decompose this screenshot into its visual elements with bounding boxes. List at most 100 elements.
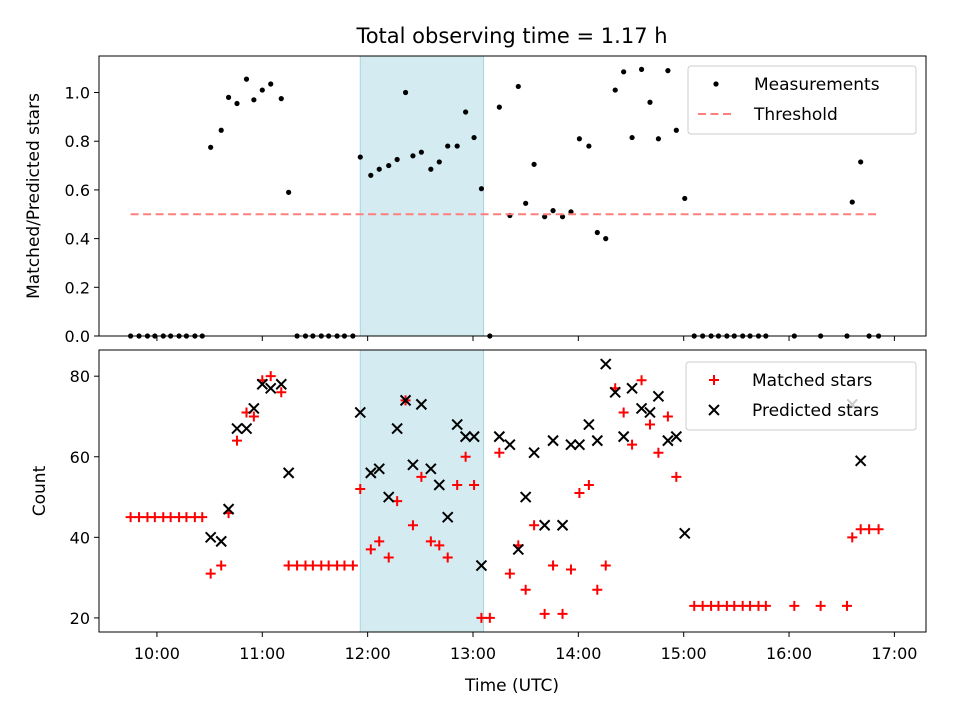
matched-star-point — [365, 544, 376, 555]
x-tick-label: 16:00 — [766, 644, 812, 663]
measurement-point — [523, 200, 529, 206]
measurement-point — [243, 76, 250, 82]
matched-star-point — [671, 471, 682, 482]
x-axis-label: Time (UTC) — [464, 676, 559, 696]
matched-star-point — [815, 600, 826, 611]
matched-star-point — [729, 600, 740, 611]
predicted-star-point — [451, 418, 463, 431]
measurement-point — [225, 94, 232, 100]
measurement-point — [603, 236, 609, 242]
predicted-star-point — [240, 422, 253, 435]
predicted-star-point — [215, 535, 227, 548]
matched-star-point — [745, 600, 756, 611]
matched-star-point — [407, 520, 418, 531]
predicted-star-point — [231, 422, 243, 435]
measurement-point — [394, 156, 400, 163]
x-tick-label: 14:00 — [555, 644, 601, 663]
measurement-point — [454, 143, 460, 149]
legend-swatch — [709, 375, 719, 385]
measurement-point — [418, 149, 424, 155]
measurement-point — [259, 87, 265, 93]
predicted-star-point — [528, 447, 540, 459]
y-tick-label: 20 — [70, 609, 90, 628]
axes-frame — [98, 55, 927, 337]
bottom-y-axis-label: Count — [30, 465, 50, 516]
predicted-star-point — [204, 531, 217, 544]
predicted-star-point — [556, 519, 569, 531]
predicted-star-point — [617, 430, 630, 443]
matched-star-point — [476, 612, 487, 623]
predicted-star-point — [670, 430, 683, 443]
measurement-point — [368, 172, 374, 178]
series-matched-stars — [125, 371, 884, 623]
matched-star-point — [452, 479, 463, 490]
predicted-star-point — [365, 467, 377, 479]
measurement-point — [496, 104, 502, 110]
measurement-point — [251, 97, 257, 103]
predicted-star-point — [519, 491, 532, 503]
matched-star-point — [574, 488, 585, 499]
predicted-star-point — [433, 479, 445, 491]
matched-star-point — [847, 532, 858, 543]
measurement-point — [234, 100, 240, 107]
matched-star-point — [292, 560, 303, 571]
matched-star-point — [662, 411, 673, 422]
predicted-star-point — [547, 434, 559, 447]
predicted-star-point — [679, 527, 691, 540]
y-tick-label: 1.0 — [65, 84, 90, 103]
predicted-star-point — [504, 438, 516, 451]
matched-star-point — [520, 584, 531, 595]
predicted-star-point — [493, 430, 506, 443]
matched-star-point — [618, 407, 629, 418]
matched-star-point — [416, 471, 427, 482]
predicted-star-point — [459, 430, 472, 443]
matched-star-point — [504, 568, 515, 579]
measurement-point — [542, 214, 548, 220]
predicted-star-point — [854, 455, 867, 467]
x-tick-label: 13:00 — [450, 644, 496, 663]
matched-star-point — [644, 419, 655, 430]
matched-star-point — [434, 540, 445, 551]
matched-star-point — [864, 524, 875, 535]
measurement-point — [629, 134, 635, 141]
measurement-point — [849, 199, 855, 205]
matched-star-point — [855, 524, 866, 535]
measurement-point — [858, 159, 864, 165]
axes-frame — [98, 349, 927, 633]
matched-star-point — [636, 375, 647, 386]
y-tick-label: 80 — [70, 367, 90, 386]
matched-star-point — [283, 560, 294, 571]
matched-star-point — [339, 560, 350, 571]
measurement-point — [673, 127, 679, 133]
predicted-star-point — [644, 406, 656, 419]
matched-star-point — [232, 435, 243, 446]
measurement-point — [665, 68, 671, 74]
predicted-star-point — [565, 438, 577, 451]
matched-star-point — [134, 512, 145, 523]
measurement-point — [471, 134, 477, 141]
predicted-star-point — [591, 434, 604, 447]
predicted-star-point — [475, 559, 488, 572]
matched-star-point — [165, 512, 176, 523]
matched-star-point — [205, 568, 216, 579]
measurement-point — [357, 154, 363, 160]
matched-star-point — [565, 564, 576, 575]
matched-star-point — [697, 600, 708, 611]
matched-star-point — [276, 387, 287, 398]
measurement-point — [586, 143, 592, 149]
matched-star-point — [425, 536, 436, 547]
predicted-star-point — [265, 382, 277, 394]
legend-label: Matched stars — [752, 371, 872, 391]
predicted-star-point — [425, 463, 437, 475]
predicted-star-point — [442, 511, 454, 523]
shaded-interval — [359, 349, 485, 633]
predicted-star-point — [468, 430, 480, 443]
matched-star-point — [197, 512, 208, 523]
measurement-point — [268, 81, 274, 87]
legend: Matched stars Predicted stars — [685, 361, 917, 431]
shaded-interval — [359, 55, 485, 337]
matched-star-point — [760, 600, 771, 611]
matched-star-point — [583, 479, 594, 490]
top-panel: 0.0 0.2 0.4 0.6 0.8 1.0 Measurements Threshold — [65, 55, 927, 346]
predicted-star-point — [662, 434, 674, 447]
